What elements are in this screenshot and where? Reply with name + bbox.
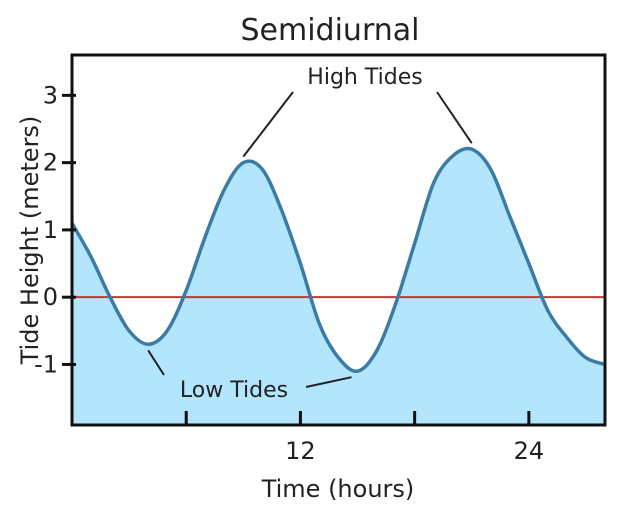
x-axis-label: Time (hours) [261, 475, 415, 503]
annotation-low-tides-leader [305, 376, 352, 388]
annotation-low-tides: Low Tides [180, 378, 288, 403]
plot-area: 3 2 1 0 -1 12 24 [34, 53, 607, 465]
y-axis-label: Tide Height (meters) [16, 116, 44, 366]
annotation-high-tides: High Tides [307, 65, 422, 90]
tide-height-line [70, 146, 606, 373]
plot-frame [70, 53, 607, 427]
tide-area-fill [72, 148, 605, 425]
x-tick-label: 12 [285, 437, 316, 465]
x-tick-label: 24 [514, 437, 545, 465]
y-tick-label: 0 [43, 283, 58, 311]
annotations: High Tides Low Tides [147, 65, 473, 403]
annotation-low-tides-leader [147, 349, 165, 376]
annotation-high-tides-leader [242, 91, 294, 158]
y-tick-label: 2 [43, 149, 58, 177]
chart-title: Semidiurnal [241, 13, 420, 48]
y-tick-label: 3 [43, 81, 58, 109]
y-tick-label: 1 [43, 216, 58, 244]
annotation-high-tides-leader [436, 91, 473, 144]
y-tick-label: -1 [34, 350, 58, 378]
